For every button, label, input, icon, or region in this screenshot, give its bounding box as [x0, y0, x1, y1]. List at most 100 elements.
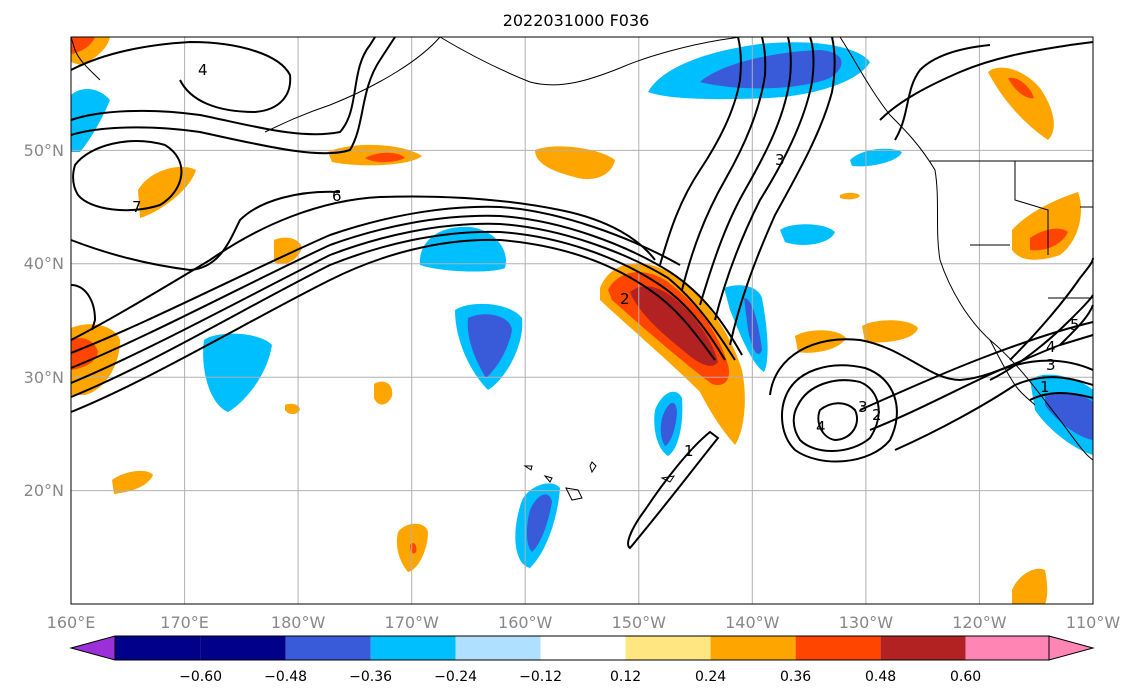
colorbar-segment: [285, 636, 371, 660]
contour-ring-west: [72, 140, 183, 212]
shade-mexico-core: [1045, 392, 1093, 440]
contour-gulf-5: [729, 36, 836, 346]
colorbar-segment: [455, 636, 541, 660]
colorbar-segment: [795, 636, 881, 660]
contour-label: 1: [684, 442, 694, 460]
lat-tick-label: 50°N: [24, 141, 64, 160]
colorbar-tick-label: 0.36: [780, 669, 811, 685]
positive-anomaly-areas: [71, 37, 1081, 604]
island-hawaii-1: [565, 487, 583, 501]
contour-label: 2: [620, 290, 630, 308]
border-state-1: [1014, 161, 1049, 255]
shade-west-pacific: [203, 333, 272, 412]
colorbar-tick-label: 0.60: [950, 669, 981, 685]
shade-nw-america: [988, 67, 1054, 140]
contour-7-ring: [70, 284, 97, 331]
colorbar-tick-labels: −0.60 −0.48 −0.36 −0.24 −0.12 0.12 0.24 …: [179, 669, 981, 685]
lon-tick-label: 170°W: [385, 613, 440, 632]
contour-gulf-3: [699, 36, 792, 306]
shade-central-pacific: [419, 226, 506, 272]
contour-west-trough: [70, 190, 341, 272]
map-frame: [70, 36, 1094, 605]
lon-tick-label: 150°W: [612, 613, 667, 632]
contour-east-7: [1029, 392, 1094, 401]
colorbar-tick-label: 0.24: [695, 669, 726, 685]
shade-subtropical-east-2: [862, 320, 918, 343]
lon-tick-label: 160°E: [47, 613, 96, 632]
colorbar: [69, 635, 1095, 661]
shade-off-oregon-small: [840, 192, 860, 200]
colorbar-frame: [114, 635, 1050, 661]
shade-west-north: [71, 88, 110, 152]
island-hawaii-2: [543, 475, 553, 483]
contour-lines: [70, 36, 1094, 550]
colorbar-segment: [115, 636, 201, 660]
colorbar-tick-label: −0.48: [264, 669, 307, 685]
colorbar-segment: [200, 636, 286, 660]
shade-west-midlat: [138, 166, 196, 218]
contour-jet-2: [70, 230, 726, 398]
contour-label: 4: [1046, 338, 1056, 356]
contour-ring-gulf: [879, 41, 1094, 121]
shade-off-baja-core: [744, 298, 762, 354]
contour-jet-1: [70, 238, 716, 413]
colorbar-segment: [370, 636, 456, 660]
shade-south-east: [1012, 568, 1048, 604]
shade-off-oregon: [850, 148, 902, 167]
lon-tick-label: 140°W: [725, 613, 780, 632]
shade-gulf-south: [535, 146, 615, 180]
lat-tick-label: 20°N: [24, 481, 64, 500]
contour-jet-3: [70, 222, 736, 384]
coast-alaska: [439, 36, 741, 86]
contour-gulf-1: [659, 36, 742, 266]
island-west-1: [589, 461, 597, 474]
colorbar-tick-label: −0.36: [349, 669, 392, 685]
lon-tick-label: 170°E: [160, 613, 209, 632]
contour-cutoff-1: [817, 402, 858, 442]
contour-east-2: [869, 359, 1094, 431]
lon-tick-label: 160°W: [498, 613, 553, 632]
contour-ring-gulf-2: [894, 44, 991, 141]
shade-gulf-of-alaska-core: [700, 50, 842, 89]
shade-jet-dipole-core: [630, 286, 718, 366]
lon-tick-label: 180°W: [271, 613, 326, 632]
colorbar-segment: [880, 636, 966, 660]
coast-aleutians: [264, 36, 441, 133]
shade-off-california: [780, 224, 835, 245]
shade-nw-corner-core: [71, 37, 95, 54]
colorbar-extend-high: [1048, 635, 1095, 661]
lat-tick-label: 30°N: [24, 368, 64, 387]
contour-ridge-1: [627, 430, 720, 550]
contour-north-1: [70, 36, 376, 136]
colorbar-segment: [965, 636, 1049, 660]
contour-gulf-4: [714, 36, 815, 321]
contour-jet-5: [70, 205, 681, 354]
shade-small-4: [112, 470, 153, 494]
colorbar-segment: [710, 636, 796, 660]
shade-nw-america-core: [1008, 77, 1034, 99]
contour-east-6: [1059, 304, 1094, 346]
map-gridlines: [71, 37, 1093, 604]
colorbar-segment: [625, 636, 711, 660]
lon-tick-label: 120°W: [952, 613, 1007, 632]
map-title: 2022031000 F036: [503, 11, 650, 30]
shade-small-3: [285, 403, 300, 415]
contour-label: 4: [198, 61, 208, 79]
contour-4-north: [70, 40, 292, 114]
shade-subtropical-pacific-core: [467, 314, 512, 378]
contour-label: 2: [872, 406, 882, 424]
colorbar-tick-label: −0.24: [434, 669, 477, 685]
contour-gulf-2: [681, 36, 767, 291]
lat-tick-label: 40°N: [24, 254, 64, 273]
colorbar-tick-label: 0.48: [865, 669, 896, 685]
coast-bc: [839, 36, 1094, 461]
lon-tick-label: 110°W: [1066, 613, 1121, 632]
contour-east-5: [1009, 257, 1094, 361]
colorbar-extend-low: [69, 635, 116, 661]
lon-tick-label: 130°W: [839, 613, 894, 632]
contour-cutoff-2: [792, 379, 880, 452]
contour-north-2: [70, 36, 396, 155]
shade-south-hawaii-core: [526, 494, 552, 552]
contour-6: [70, 195, 656, 341]
colorbar-segment: [540, 636, 626, 660]
